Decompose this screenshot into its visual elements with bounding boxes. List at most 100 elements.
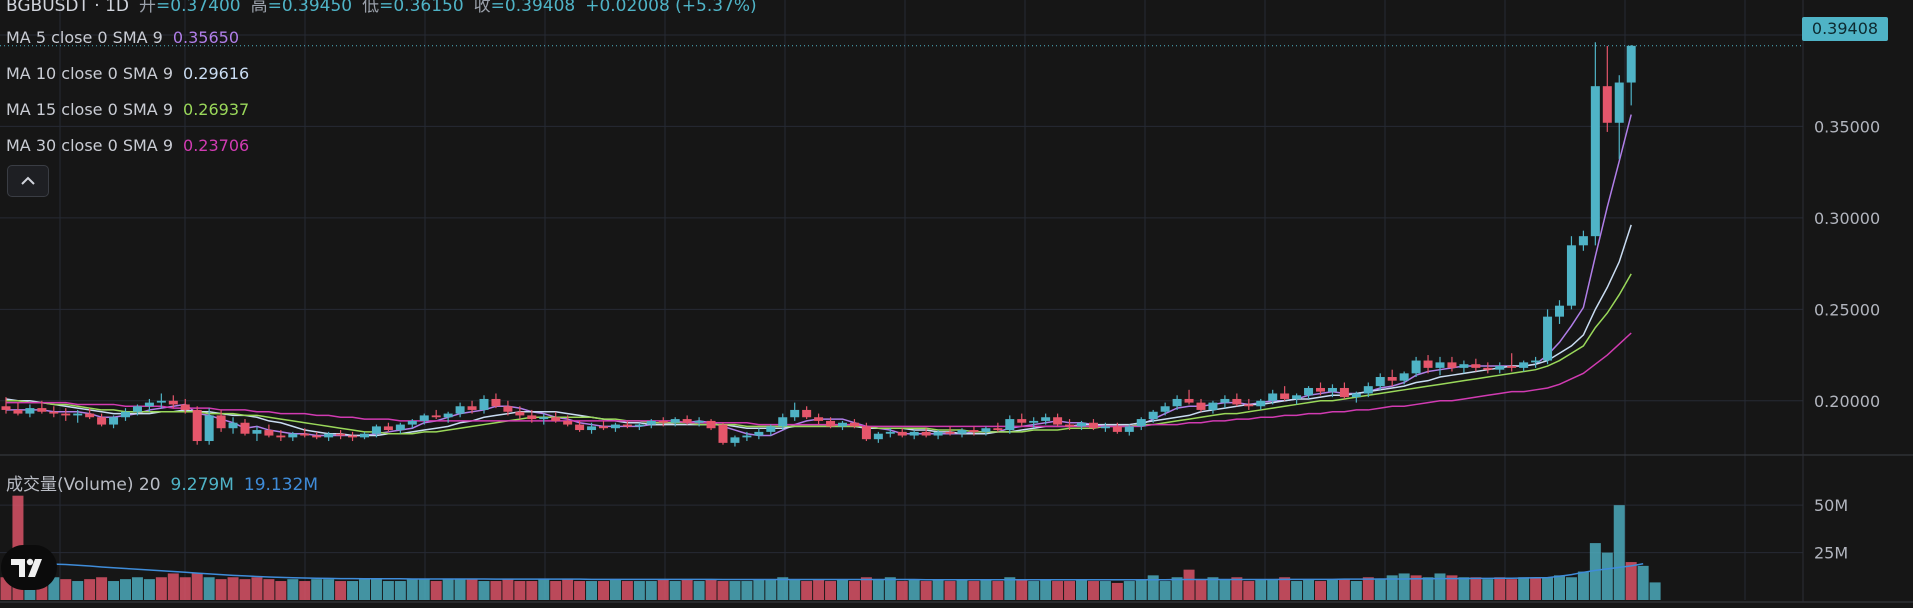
candle-body — [204, 415, 214, 442]
candle-body — [1316, 387, 1325, 392]
volume-ma-value: 19.132M — [243, 475, 319, 495]
volume-bar — [418, 579, 430, 600]
volume-bar — [167, 573, 179, 600]
volume-bar — [143, 579, 155, 600]
candle-body — [25, 408, 35, 414]
candle-body — [634, 424, 644, 427]
volume-bar — [1446, 575, 1458, 600]
volume-bar — [1159, 581, 1171, 600]
volume-legend[interactable]: 成交量(Volume) 20 9.279M 19.132M — [6, 470, 318, 495]
volume-bar — [932, 579, 944, 600]
candle-body — [1184, 398, 1194, 403]
volume-bar — [920, 581, 932, 600]
volume-bar — [335, 581, 347, 600]
volume-bar — [323, 579, 335, 600]
volume-bar — [1589, 543, 1601, 600]
volume-bar — [251, 577, 263, 600]
candle-body — [1112, 426, 1122, 432]
volume-bar — [263, 579, 275, 600]
candle-body — [419, 415, 429, 421]
candle-body — [1507, 366, 1517, 368]
volume-bar — [454, 579, 466, 600]
candle-body — [455, 406, 465, 414]
volume-bar — [1255, 579, 1267, 600]
candle-body — [957, 430, 967, 434]
ma30-legend[interactable]: MA 30 close 0 SMA 9 0.23706 — [6, 136, 249, 155]
high-label: 高 — [250, 0, 268, 16]
volume-bar — [741, 581, 753, 600]
volume-bar — [992, 581, 1004, 600]
volume-bar — [908, 579, 920, 600]
candle-body — [1519, 362, 1529, 368]
candle-body — [467, 406, 477, 410]
candle-body — [706, 420, 716, 429]
candle-body — [228, 422, 238, 429]
volume-bar — [729, 581, 741, 600]
volume-bar — [669, 581, 681, 600]
volume-bar — [1028, 581, 1040, 600]
tradingview-logo-icon[interactable] — [1, 545, 57, 590]
candle-body — [814, 417, 824, 421]
volume-bar — [1016, 579, 1028, 600]
volume-bar — [120, 579, 131, 600]
candle-body — [1148, 411, 1158, 420]
candle-body — [838, 422, 847, 427]
volume-bar — [490, 581, 502, 600]
volume-bar — [514, 581, 526, 600]
volume-bar — [1565, 577, 1577, 600]
candle-body — [121, 411, 130, 418]
candle-body — [1614, 82, 1624, 123]
volume-bar — [657, 579, 669, 600]
ma15-legend[interactable]: MA 15 close 0 SMA 9 0.26937 — [6, 100, 249, 119]
candle-body — [1602, 86, 1612, 123]
ma10-legend[interactable]: MA 10 close 0 SMA 9 0.29616 — [6, 64, 249, 83]
candle-body — [109, 417, 119, 425]
candle-body — [1100, 426, 1110, 429]
symbol-label[interactable]: BGBUSDT · 1D — [6, 0, 130, 16]
volume-bar — [801, 581, 813, 600]
candle-body — [527, 415, 537, 420]
candle-body — [503, 406, 513, 412]
candle-body — [371, 426, 381, 434]
ma5-legend[interactable]: MA 5 close 0 SMA 9 0.35650 — [6, 28, 239, 47]
candle-body — [1220, 398, 1230, 403]
volume-bar — [108, 581, 120, 600]
open-value: =0.37400 — [156, 0, 241, 16]
collapse-legend-button[interactable] — [7, 165, 49, 197]
volume-bar — [562, 579, 574, 600]
candle-body — [336, 433, 346, 436]
tradingview-mark — [11, 558, 42, 577]
candle-body — [1268, 393, 1278, 401]
candle-body — [168, 400, 178, 405]
candle-body — [276, 435, 286, 438]
volume-bar — [550, 581, 562, 600]
volume-bar — [837, 579, 848, 600]
volume-bar — [215, 579, 227, 600]
candle-body — [587, 426, 597, 431]
volume-bar — [1219, 579, 1231, 600]
volume-bar — [394, 581, 406, 600]
candle-body — [300, 433, 310, 436]
candle-body — [885, 431, 895, 434]
volume-bar — [872, 579, 884, 600]
candle-body — [1387, 377, 1397, 381]
volume-bar — [60, 579, 72, 600]
volume-bar — [48, 577, 60, 600]
volume-bar — [633, 581, 645, 600]
volume-ma-line — [5, 562, 1644, 581]
volume-bar — [370, 579, 382, 600]
candle-body — [1244, 404, 1254, 407]
volume-bar — [1040, 579, 1052, 600]
candle-body — [252, 430, 262, 434]
candle-body — [754, 431, 764, 436]
candle-body — [1256, 400, 1266, 407]
candle-body — [993, 428, 1003, 431]
volume-bar — [777, 577, 789, 600]
candle-body — [1232, 398, 1242, 405]
volume-bar — [765, 579, 777, 600]
volume-bar — [1518, 577, 1530, 600]
volume-bar — [84, 579, 96, 600]
ma30-label: MA 30 close 0 SMA 9 — [6, 136, 174, 155]
ma15-label: MA 15 close 0 SMA 9 — [6, 100, 174, 119]
